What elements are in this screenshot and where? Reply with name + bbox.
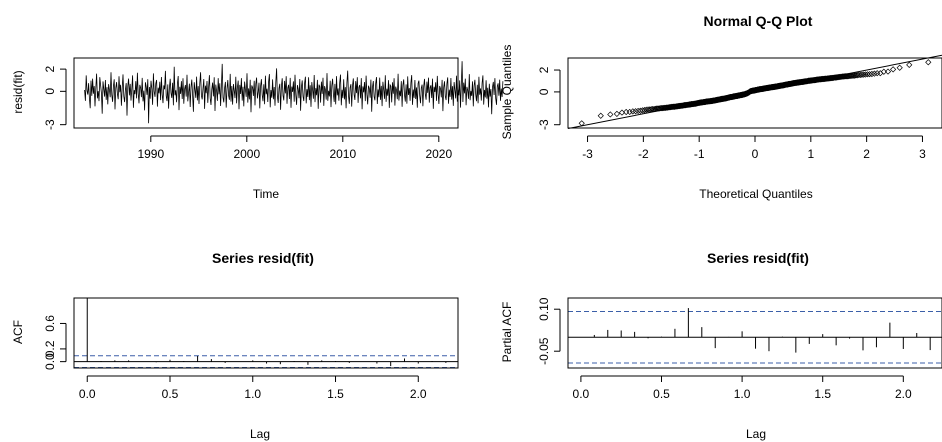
qq-plot-xlabel: Theoretical Quantiles <box>699 187 812 201</box>
qq-point <box>884 68 892 75</box>
pacf-y-tick-label: -0.05 <box>537 337 551 365</box>
qq-plot-x-tick-label: -2 <box>638 147 649 161</box>
pacf-x-tick-label: 0.5 <box>653 387 670 401</box>
resid-ts-y-tick-label: -3 <box>43 119 57 130</box>
resid-ts-y-tick-label: 2 <box>43 65 57 72</box>
resid-series-line <box>84 61 504 124</box>
qq-plot-frame <box>567 57 942 129</box>
acf-plot-frame <box>73 297 459 369</box>
pacf-panel: Series resid(fit) Partial ACF Lag 0.0 0.5… <box>500 250 942 441</box>
resid-ts-y-tick-label: 0 <box>43 88 57 95</box>
resid-ts-x-tick-label: 2000 <box>233 147 260 161</box>
qq-plot-x-tick-label: 1 <box>807 147 814 161</box>
pacf-plot-frame <box>567 297 942 369</box>
qq-point <box>578 120 585 127</box>
qq-point <box>607 111 614 118</box>
qq-point <box>896 64 903 71</box>
pacf-x-tick-label: 1.0 <box>734 387 751 401</box>
qq-plot-y-tick-label: -3 <box>537 119 551 130</box>
qq-plot-x-tick-label: 0 <box>752 147 759 161</box>
acf-marks: 0.0 0.5 1.0 1.5 2.00.00.20.6 <box>43 298 458 401</box>
pacf-ylabel: Partial ACF <box>500 302 514 363</box>
acf-panel: Series resid(fit) ACF Lag 0.0 0.5 1.0 1.5 2.… <box>11 250 459 441</box>
resid-ts-x-tick-label: 1990 <box>137 147 164 161</box>
resid-ts-xlabel: Time <box>253 187 280 201</box>
acf-title: Series resid(fit) <box>212 250 314 266</box>
acf-x-tick-label: 0.0 <box>79 387 96 401</box>
qq-plot-marks: -3 -2 -1 0 1 2 3 -3 0 2 <box>537 54 942 161</box>
qq-point <box>890 66 897 73</box>
pacf-marks: 0.0 0.5 1.0 1.5 2.0 -0.05 0.10 <box>537 297 942 401</box>
acf-ylabel: ACF <box>11 320 25 344</box>
resid-ts-marks: 1990 2000 2010 2020 -3 0 2 <box>43 61 504 161</box>
acf-y-tick-label: 0.0 <box>43 353 57 370</box>
qq-plot-x-tick-label: -1 <box>694 147 705 161</box>
acf-x-tick-label: 2.0 <box>410 387 427 401</box>
resid-ts-plot-frame <box>73 57 459 129</box>
qq-plot-title: Normal Q-Q Plot <box>704 13 813 29</box>
qq-point <box>868 70 875 78</box>
resid-ts-ylabel: resid(fit) <box>11 70 25 113</box>
acf-x-tick-label: 1.0 <box>244 387 261 401</box>
acf-y-tick-label: 0.6 <box>43 315 57 332</box>
qq-point <box>597 112 604 119</box>
qq-plot-x-tick-label: 2 <box>863 147 870 161</box>
qq-point <box>871 70 878 77</box>
acf-x-tick-label: 0.5 <box>162 387 179 401</box>
qq-point <box>629 108 636 115</box>
qq-plot-x-tick-label: 3 <box>919 147 926 161</box>
qq-point <box>646 106 653 113</box>
qq-point <box>925 59 932 66</box>
pacf-x-tick-label: 2.0 <box>895 387 912 401</box>
qq-point <box>855 71 862 79</box>
pacf-xlabel: Lag <box>746 427 766 441</box>
acf-xlabel: Lag <box>250 427 270 441</box>
acf-x-tick-label: 1.5 <box>327 387 344 401</box>
acf-y-tick-label: 0.2 <box>43 340 57 357</box>
qq-plot-y-tick-label: 0 <box>537 88 551 95</box>
resid-time-series-panel: resid(fit) Time 1990 2000 2010 2020 -3 0 2 <box>11 57 504 201</box>
qq-point <box>632 108 639 115</box>
qq-point <box>613 110 620 117</box>
pacf-x-tick-label: 1.5 <box>814 387 831 401</box>
qq-point <box>864 71 871 78</box>
qq-point <box>626 108 633 116</box>
qq-plot-panel: Normal Q-Q Plot Sample Quantiles Theoret… <box>500 13 942 201</box>
qq-point <box>852 72 860 79</box>
qq-point <box>843 73 850 80</box>
pacf-title: Series resid(fit) <box>707 250 809 266</box>
qq-plot-y-tick-label: 2 <box>537 66 551 73</box>
resid-ts-x-tick-label: 2010 <box>329 147 356 161</box>
qq-point <box>854 72 861 79</box>
resid-ts-x-tick-label: 2020 <box>425 147 452 161</box>
pacf-y-tick-label: 0.10 <box>537 297 551 321</box>
qq-plot-ylabel: Sample Quantiles <box>500 45 514 140</box>
qq-point <box>866 71 873 78</box>
pacf-x-tick-label: 0.0 <box>573 387 590 401</box>
qq-point <box>644 106 652 113</box>
qq-plot-x-tick-label: -3 <box>582 147 593 161</box>
qq-point <box>906 61 913 68</box>
